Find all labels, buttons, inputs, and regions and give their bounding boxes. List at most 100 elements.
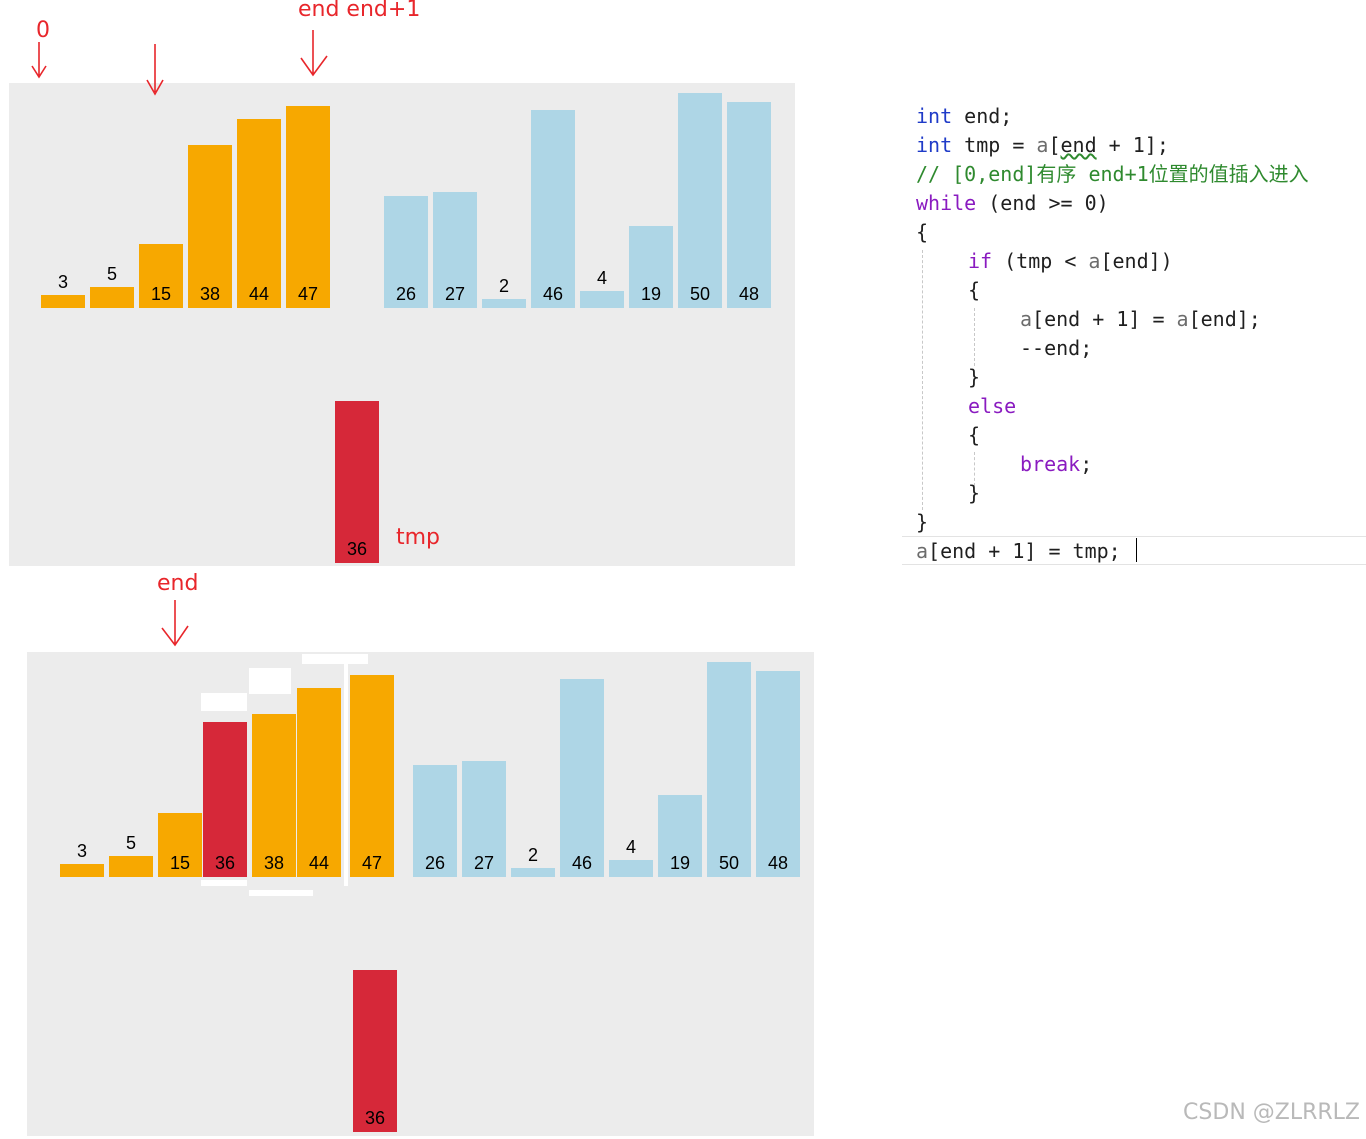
code-line: break; xyxy=(1020,452,1093,476)
code-line: int end; xyxy=(916,104,1013,128)
bar-label: 2 xyxy=(527,845,538,866)
bar xyxy=(482,299,526,308)
end-endplus1-annotation: end end+1 xyxy=(298,0,421,22)
tmp-bar-label: 36 xyxy=(364,1108,386,1128)
bar xyxy=(658,795,702,877)
array-panel-before: 3 5 15 38 44 47 26 27 2 46 4 19 50 48 36 tmp xyxy=(9,83,795,566)
bar xyxy=(580,290,624,308)
code-line: while (end >= 0) xyxy=(916,191,1109,215)
bar xyxy=(139,243,183,308)
arrow-down-icon xyxy=(31,42,47,79)
bar-label: 2 xyxy=(498,276,509,297)
arrow-down-icon xyxy=(300,30,328,77)
bar-label: 19 xyxy=(640,284,662,304)
bar-label: 47 xyxy=(297,284,319,304)
bar xyxy=(60,864,104,877)
bar xyxy=(203,722,247,877)
code-line: a[end + 1] = tmp; xyxy=(916,539,1121,563)
bar xyxy=(560,679,604,877)
bar xyxy=(350,674,394,877)
array-panel-after: 3 5 15 36 38 44 47 26 27 2 46 4 19 50 48 36 xyxy=(27,652,814,1136)
bar xyxy=(511,868,555,877)
bar-label: 3 xyxy=(57,272,68,293)
code-line: } xyxy=(968,365,981,389)
motion-artifact xyxy=(302,654,368,664)
tmp-bar-label: 36 xyxy=(346,539,368,559)
motion-artifact xyxy=(344,662,348,886)
bar xyxy=(462,760,506,877)
code-line: a[end + 1] = a[end]; xyxy=(1020,307,1261,331)
bar-label: 15 xyxy=(169,853,191,873)
bar xyxy=(756,670,800,877)
motion-artifact xyxy=(249,890,313,896)
bar xyxy=(413,765,457,877)
indent-guide xyxy=(974,452,975,486)
bar xyxy=(90,286,134,308)
bar xyxy=(286,105,330,308)
bar xyxy=(727,101,771,308)
current-line-highlight xyxy=(902,536,1366,565)
code-line: { xyxy=(968,423,981,447)
bar xyxy=(297,687,341,877)
code-line: else xyxy=(968,394,1017,418)
indent-guide xyxy=(974,308,975,366)
text-caret xyxy=(1136,538,1137,562)
arrow-down-icon xyxy=(161,600,189,647)
bar-label: 44 xyxy=(308,853,330,873)
bar-label: 38 xyxy=(263,853,285,873)
bar-label: 50 xyxy=(689,284,711,304)
bar-label: 19 xyxy=(669,853,691,873)
bar xyxy=(531,110,575,308)
bar xyxy=(384,196,428,308)
code-line: int tmp = a[end + 1]; xyxy=(916,133,1169,157)
tmp-bar xyxy=(353,970,397,1132)
index-zero-annotation: 0 xyxy=(36,18,50,43)
bar-label: 48 xyxy=(767,853,789,873)
bar-label: 5 xyxy=(106,263,117,284)
bar-label: 38 xyxy=(199,284,221,304)
bar-label: 4 xyxy=(625,836,636,857)
bar xyxy=(188,144,232,308)
code-line: { xyxy=(916,220,929,244)
arrow-down-icon xyxy=(146,44,164,96)
bar-label: 15 xyxy=(150,284,172,304)
motion-artifact xyxy=(249,668,291,694)
bar-label: 26 xyxy=(424,853,446,873)
bar xyxy=(237,118,281,308)
bar-label: 44 xyxy=(248,284,270,304)
bar-label: 50 xyxy=(718,853,740,873)
bar-label: 27 xyxy=(444,284,466,304)
motion-artifact xyxy=(201,693,247,711)
bar-label: 27 xyxy=(473,853,495,873)
bar-label: 47 xyxy=(361,853,383,873)
indent-guide xyxy=(922,250,923,510)
bar xyxy=(609,859,653,877)
bar-label: 46 xyxy=(571,853,593,873)
bar xyxy=(41,295,85,308)
bar-label: 46 xyxy=(542,284,564,304)
bar xyxy=(678,93,722,308)
code-line: { xyxy=(968,278,981,302)
code-line: if (tmp < a[end]) xyxy=(968,249,1173,273)
bar-label: 48 xyxy=(738,284,760,304)
code-line: } xyxy=(916,510,929,534)
bar xyxy=(158,812,202,877)
bar-label: 26 xyxy=(395,284,417,304)
tmp-annotation: tmp xyxy=(396,525,441,550)
motion-artifact xyxy=(201,880,247,886)
bar xyxy=(109,855,153,877)
bar-label: 36 xyxy=(214,853,236,873)
code-line: } xyxy=(968,481,981,505)
bar xyxy=(433,191,477,308)
bar xyxy=(707,662,751,877)
code-line: --end; xyxy=(1020,336,1093,360)
end-annotation: end xyxy=(157,571,199,596)
watermark: CSDN @ZLRRLZ xyxy=(1183,1100,1360,1125)
bar xyxy=(252,713,296,877)
bar xyxy=(629,226,673,308)
code-comment: // [0,end]有序 end+1位置的值插入进入 xyxy=(916,162,1309,186)
bar-label: 5 xyxy=(125,832,136,853)
insertion-sort-code: int end; int tmp = a[end + 1]; // [0,end… xyxy=(902,100,1366,568)
bar-label: 4 xyxy=(596,267,607,288)
bar-label: 3 xyxy=(76,841,87,862)
